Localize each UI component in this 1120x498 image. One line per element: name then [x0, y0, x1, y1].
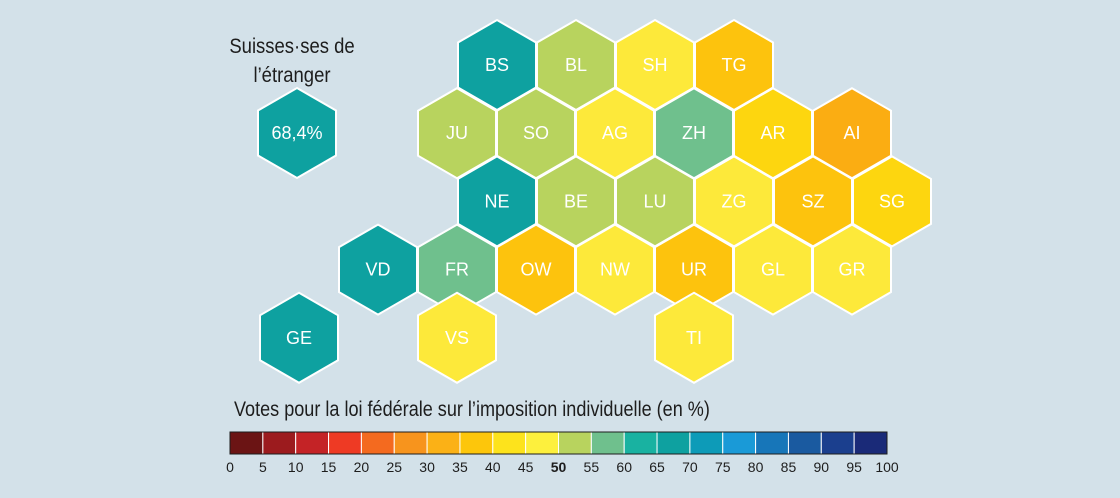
- canton-label: BS: [485, 55, 509, 75]
- canton-label: ZG: [722, 191, 747, 211]
- canton-label: UR: [681, 260, 707, 280]
- canton-label: JU: [446, 123, 468, 143]
- canton-zh: ZH: [654, 87, 734, 180]
- legend-swatch: [689, 431, 724, 455]
- canton-label: TG: [722, 55, 747, 75]
- canton-hex: [259, 291, 339, 384]
- legend-swatch: [590, 431, 625, 455]
- legend-tick-label: 65: [649, 459, 665, 475]
- legend-swatch: [492, 431, 527, 455]
- legend-swatch: [295, 431, 330, 455]
- legend-swatch: [623, 431, 658, 455]
- canton-label: ZH: [682, 123, 706, 143]
- canton-label: SG: [879, 191, 905, 211]
- legend-scale: 0 5 10 15 20 25 30 35 40 45 50 55 60 65 70 75 80 85 90 95 10…: [226, 431, 899, 475]
- canton-fr: FR: [417, 223, 497, 316]
- legend-swatch: [393, 431, 428, 455]
- canton-label: OW: [521, 260, 552, 280]
- legend-tick-label: 80: [748, 459, 764, 475]
- canton-ju: JU: [417, 87, 497, 180]
- canton-ti: TI: [654, 291, 734, 384]
- legend-tick-label: 0: [226, 459, 234, 475]
- legend-swatch: [328, 431, 362, 455]
- legend-swatch: [459, 431, 494, 455]
- legend-tick-label: 70: [682, 459, 698, 475]
- cantons: BS BL SH TG JU SO AG ZH AR AI NE BE LU ZG SZ SG VD FR OW NW…: [259, 18, 932, 384]
- legend-swatch: [360, 431, 395, 455]
- canton-label: GL: [761, 260, 785, 280]
- legend-tick-label: 20: [354, 459, 370, 475]
- legend-swatch: [229, 431, 264, 455]
- canton-label: NW: [600, 260, 630, 280]
- legend-tick-label: 30: [419, 459, 435, 475]
- canton-hex: [417, 291, 497, 384]
- abroad-title-line2: l’étranger: [253, 64, 331, 87]
- legend-tick-label: 75: [715, 459, 731, 475]
- canton-nw: NW: [575, 223, 655, 316]
- canton-vd: VD: [338, 223, 418, 316]
- legend-tick-label: 40: [485, 459, 501, 475]
- legend-frame: [229, 431, 888, 455]
- legend-swatch: [722, 431, 757, 455]
- legend-tick-label: 55: [584, 459, 600, 475]
- abroad-title: Suisses·ses de l’étranger: [226, 32, 358, 90]
- legend-swatch: [426, 431, 461, 455]
- abroad-title-line1: Suisses·ses de: [229, 35, 355, 58]
- legend-tick-label: 60: [616, 459, 632, 475]
- legend-tick-label: 50: [551, 459, 567, 475]
- canton-label: AR: [760, 123, 785, 143]
- legend-swatch: [525, 431, 560, 455]
- legend-tick-label: 15: [321, 459, 337, 475]
- legend-tick-label: 35: [452, 459, 468, 475]
- legend-tick-label: 85: [781, 459, 797, 475]
- canton-label: AI: [843, 123, 860, 143]
- canton-sg: SG: [852, 155, 932, 248]
- legend-title: Votes pour la loi fédérale sur l’imposit…: [234, 398, 710, 421]
- canton-label: GE: [286, 328, 312, 348]
- abroad-hex: 68,4%: [257, 86, 337, 180]
- canton-label: VD: [365, 260, 390, 280]
- canton-label: SZ: [801, 191, 824, 211]
- canton-label: BL: [565, 55, 587, 75]
- legend-tick-label: 5: [259, 459, 267, 475]
- canton-label: SH: [642, 55, 667, 75]
- legend-tick-label: 100: [875, 459, 899, 475]
- legend-tick-label: 95: [846, 459, 862, 475]
- canton-tg: TG: [694, 18, 774, 112]
- canton-label: GR: [839, 260, 866, 280]
- legend-tick-label: 90: [814, 459, 830, 475]
- canton-label: BE: [564, 191, 588, 211]
- legend-swatch: [755, 431, 789, 455]
- legend-tick-label: 45: [518, 459, 534, 475]
- canton-label: NE: [484, 191, 509, 211]
- canton-label: VS: [445, 328, 469, 348]
- canton-vs: VS: [417, 291, 497, 384]
- legend-swatch: [262, 431, 297, 455]
- canton-hex: [654, 291, 734, 384]
- legend-swatch: [558, 431, 592, 455]
- canton-label: LU: [643, 191, 666, 211]
- legend-tick-label: 10: [288, 459, 304, 475]
- legend-swatch: [656, 431, 691, 455]
- canton-gl: GL: [733, 223, 813, 316]
- canton-hex: [852, 155, 932, 248]
- canton-ge: GE: [259, 291, 339, 384]
- legend-tick-label: 25: [386, 459, 402, 475]
- canton-bs: BS: [457, 18, 537, 112]
- abroad-value: 68,4%: [271, 123, 322, 143]
- canton-label: FR: [445, 260, 469, 280]
- canton-ai: AI: [812, 87, 892, 180]
- canton-label: TI: [686, 328, 702, 348]
- canton-hex: [812, 223, 892, 316]
- canton-label: AG: [602, 123, 628, 143]
- legend-swatch: [787, 431, 822, 455]
- canton-label: SO: [523, 123, 549, 143]
- legend-swatch: [853, 431, 888, 455]
- legend-swatch: [820, 431, 855, 455]
- canton-gr: GR: [812, 223, 892, 316]
